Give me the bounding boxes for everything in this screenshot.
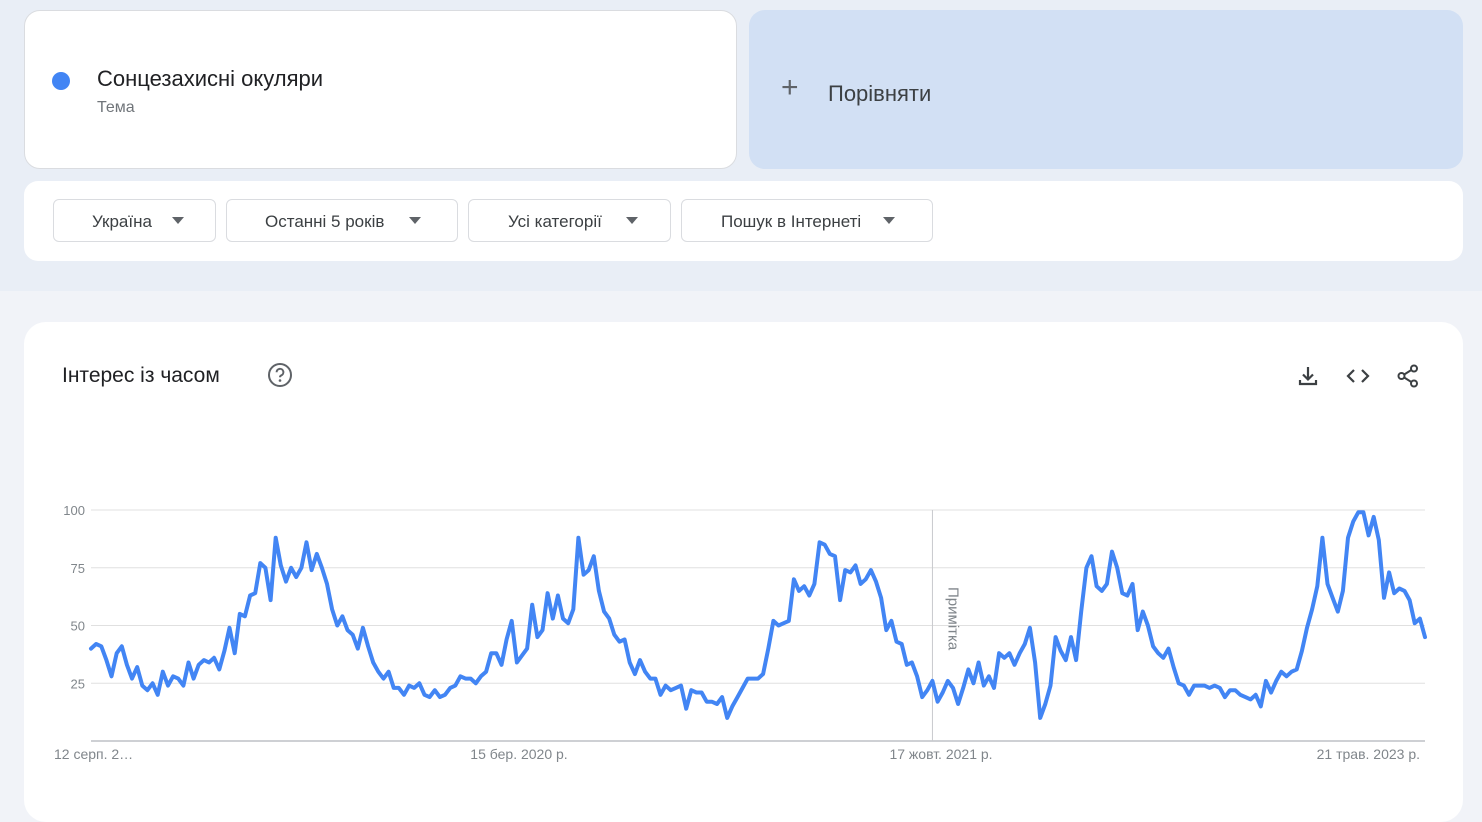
x-tick-label: 17 жовт. 2021 р. bbox=[889, 746, 992, 762]
filter-time-range-label: Останні 5 років bbox=[265, 212, 385, 231]
search-term-type: Тема bbox=[97, 99, 135, 116]
search-term-card[interactable]: Сонцезахисні окуляри Тема bbox=[24, 10, 737, 169]
y-tick-label: 50 bbox=[71, 619, 85, 634]
filter-category-label: Усі категорії bbox=[508, 212, 602, 231]
annotation-label: Примітка bbox=[944, 587, 961, 651]
caret-down-icon bbox=[883, 217, 895, 224]
search-term-name: Сонцезахисні окуляри bbox=[97, 66, 324, 91]
explore-header-band: Сонцезахисні окуляри Тема + Порівняти Ук… bbox=[0, 0, 1482, 291]
compare-label: Порівняти bbox=[828, 81, 932, 106]
filter-category[interactable]: Усі категорії bbox=[468, 199, 671, 242]
series-color-dot bbox=[52, 72, 70, 90]
compare-button[interactable]: + Порівняти bbox=[749, 10, 1463, 169]
y-tick-label: 75 bbox=[71, 561, 85, 576]
y-tick-label: 25 bbox=[71, 676, 85, 691]
help-icon[interactable] bbox=[267, 362, 293, 388]
interest-over-time-card: Інтерес із часом 25 50 75 100 Примітка 12 сер… bbox=[24, 322, 1463, 822]
caret-down-icon bbox=[172, 217, 184, 224]
filter-region[interactable]: Україна bbox=[53, 199, 216, 242]
caret-down-icon bbox=[409, 217, 421, 224]
embed-code-icon[interactable] bbox=[1345, 363, 1371, 389]
download-icon[interactable] bbox=[1295, 363, 1321, 389]
x-tick-label: 21 трав. 2023 р. bbox=[1317, 746, 1420, 762]
filter-time-range[interactable]: Останні 5 років bbox=[226, 199, 458, 242]
filters-bar: Україна Останні 5 років Усі категорії По… bbox=[24, 181, 1463, 261]
caret-down-icon bbox=[626, 217, 638, 224]
share-icon[interactable] bbox=[1395, 363, 1421, 389]
x-tick-label: 15 бер. 2020 р. bbox=[470, 746, 567, 762]
plus-icon: + bbox=[781, 71, 799, 104]
interest-line-chart: 25 50 75 100 Примітка 12 серп. 2… 15 бер. 2020… bbox=[54, 503, 1427, 762]
filter-region-label: Україна bbox=[92, 212, 152, 231]
y-tick-label: 100 bbox=[63, 503, 85, 518]
filter-search-type[interactable]: Пошук в Інтернеті bbox=[681, 199, 933, 242]
x-tick-label: 12 серп. 2… bbox=[54, 746, 133, 762]
filter-search-type-label: Пошук в Інтернеті bbox=[721, 212, 862, 231]
series-line bbox=[89, 510, 1427, 720]
chart-title: Інтерес із часом bbox=[62, 364, 220, 387]
